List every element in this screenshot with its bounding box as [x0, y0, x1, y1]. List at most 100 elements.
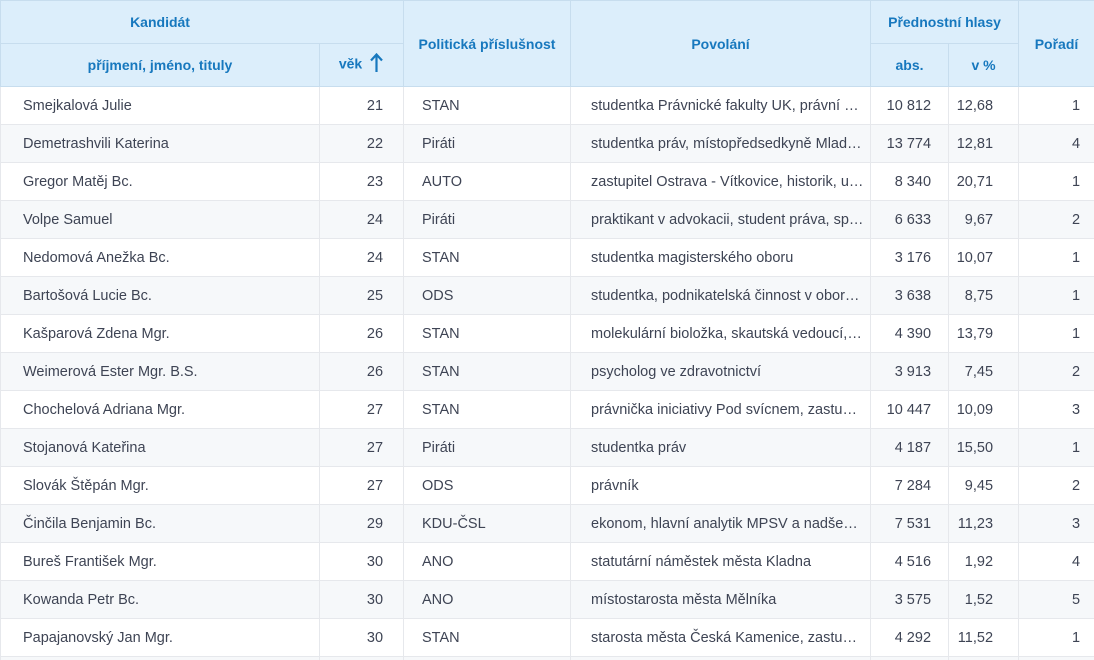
header-candidate-group: Kandidát [0, 0, 405, 44]
table-row: Chochelová Adriana Mgr. 27 STAN právnička i… [0, 390, 1094, 429]
cell-age: 26 [318, 314, 405, 353]
header-name[interactable]: příjmení, jméno, tituly [0, 43, 320, 87]
cell-age: 27 [318, 466, 405, 505]
cell-pct-votes: 12,68 [948, 86, 1020, 125]
table-row: Papajanovský Jan Mgr. 30 STAN starosta měst… [0, 618, 1094, 657]
table-row: Slovák Štěpán Mgr. 27 ODS právník 7 284 9,45 2 [0, 466, 1094, 505]
cell-rank: 1 [1018, 238, 1094, 277]
table-row: Nedomová Anežka Bc. 24 STAN studentka magis… [0, 238, 1094, 277]
cell-abs-votes: 3 575 [870, 580, 950, 619]
cell-party: STAN [403, 390, 572, 429]
cell-age: 25 [318, 276, 405, 315]
header-preferential-votes-group: Přednostní hlasy [870, 0, 1020, 44]
cell-abs-votes [870, 656, 950, 660]
cell-rank: 2 [1018, 466, 1094, 505]
cell-rank: 1 [1018, 162, 1094, 201]
cell-occupation: studentka Právnické fakulty UK, právní s… [570, 86, 872, 125]
cell-occupation: studentka práv [570, 428, 872, 467]
cell-abs-votes: 8 340 [870, 162, 950, 201]
table-row: Bartošová Lucie Bc. 25 ODS studentka, podni… [0, 276, 1094, 315]
cell-age: 30 [318, 618, 405, 657]
sort-ascending-icon [369, 52, 384, 76]
cell-rank: 2 [1018, 352, 1094, 391]
cell-pct-votes: 9,45 [948, 466, 1020, 505]
table-body: Smejkalová Julie 21 STAN studentka Právnick… [0, 86, 1094, 660]
cell-name: Volpe Samuel [0, 200, 320, 239]
cell-rank: 1 [1018, 314, 1094, 353]
cell-party: ANO [403, 542, 572, 581]
cell-abs-votes: 4 187 [870, 428, 950, 467]
cell-age: 22 [318, 124, 405, 163]
cell-party: Piráti [403, 428, 572, 467]
cell-occupation: praktikant v advokacii, student práva, s… [570, 200, 872, 239]
header-votes-abs[interactable]: abs. [870, 43, 950, 87]
cell-name: Gregor Matěj Bc. [0, 162, 320, 201]
cell-abs-votes: 4 516 [870, 542, 950, 581]
cell-age: 30 [318, 542, 405, 581]
cell-name: Kašparová Zdena Mgr. [0, 314, 320, 353]
table-header: Kandidát Politická příslušnost Povolání … [0, 0, 1094, 87]
cell-pct-votes: 1,52 [948, 580, 1020, 619]
header-age[interactable]: věk [318, 43, 405, 87]
cell-occupation: právnička iniciativy Pod svícnem, zastu… [570, 390, 872, 429]
cell-party: STAN [403, 238, 572, 277]
table-row: Bureš František Mgr. 30 ANO statutární námě… [0, 542, 1094, 581]
cell-party: STAN [403, 314, 572, 353]
cell-rank: 1 [1018, 86, 1094, 125]
cell-name: Nedomová Anežka Bc. [0, 238, 320, 277]
cell-pct-votes: 13,79 [948, 314, 1020, 353]
cell-occupation: studentka práv, místopředsedkyně Mlad… [570, 124, 872, 163]
cell-rank: 3 [1018, 390, 1094, 429]
cell-pct-votes: 1,92 [948, 542, 1020, 581]
cell-name: Demetrashvili Katerina [0, 124, 320, 163]
table-row: Gregor Matěj Bc. 23 AUTO zastupitel Ostrava… [0, 162, 1094, 201]
cell-pct-votes: 15,50 [948, 428, 1020, 467]
cell-age: 24 [318, 238, 405, 277]
cell-name: Činčila Benjamin Bc. [0, 504, 320, 543]
header-votes-pct[interactable]: v % [948, 43, 1020, 87]
cell-occupation: studentka, podnikatelská činnost v obor… [570, 276, 872, 315]
cell-name: Weimerová Ester Mgr. B.S. [0, 352, 320, 391]
cell-occupation: starosta města Česká Kamenice, zastu… [570, 618, 872, 657]
cell-rank: 1 [1018, 618, 1094, 657]
cell-abs-votes: 3 176 [870, 238, 950, 277]
cell-abs-votes: 6 633 [870, 200, 950, 239]
cell-party: STAN [403, 618, 572, 657]
cell-occupation [570, 656, 872, 660]
cell-rank [1018, 656, 1094, 660]
table-row: Kašparová Zdena Mgr. 26 STAN molekulární bi… [0, 314, 1094, 353]
cell-pct-votes [948, 656, 1020, 660]
table-row: Demetrashvili Katerina 22 Piráti studentka … [0, 124, 1094, 163]
cell-age: 29 [318, 504, 405, 543]
table-row: Weimerová Ester Mgr. B.S. 26 STAN psycholog… [0, 352, 1094, 391]
cell-age: 26 [318, 352, 405, 391]
cell-rank: 1 [1018, 276, 1094, 315]
cell-name: Stojanová Kateřina [0, 428, 320, 467]
header-rank[interactable]: Pořadí [1018, 0, 1094, 87]
cell-pct-votes: 10,09 [948, 390, 1020, 429]
cell-rank: 4 [1018, 124, 1094, 163]
cell-occupation: právník [570, 466, 872, 505]
cell-abs-votes: 4 292 [870, 618, 950, 657]
cell-party: Piráti [403, 124, 572, 163]
cell-name: Papajanovský Jan Mgr. [0, 618, 320, 657]
cell-party: ODS [403, 466, 572, 505]
cell-age: 27 [318, 390, 405, 429]
cell-age [318, 656, 405, 660]
cell-abs-votes: 7 531 [870, 504, 950, 543]
cell-pct-votes: 10,07 [948, 238, 1020, 277]
header-party[interactable]: Politická příslušnost [403, 0, 572, 87]
cell-party: ODS [403, 276, 572, 315]
cell-abs-votes: 3 913 [870, 352, 950, 391]
cell-age: 23 [318, 162, 405, 201]
cell-occupation: místostarosta města Mělníka [570, 580, 872, 619]
cell-party: AUTO [403, 162, 572, 201]
cell-rank: 4 [1018, 542, 1094, 581]
cell-party [403, 656, 572, 660]
table-row: Stojanová Kateřina 27 Piráti studentka práv… [0, 428, 1094, 467]
cell-party: STAN [403, 352, 572, 391]
table-row: Činčila Benjamin Bc. 29 KDU-ČSL ekonom, hla… [0, 504, 1094, 543]
header-occupation[interactable]: Povolání [570, 0, 872, 87]
table-row: Kowanda Petr Bc. 30 ANO místostarosta města… [0, 580, 1094, 619]
